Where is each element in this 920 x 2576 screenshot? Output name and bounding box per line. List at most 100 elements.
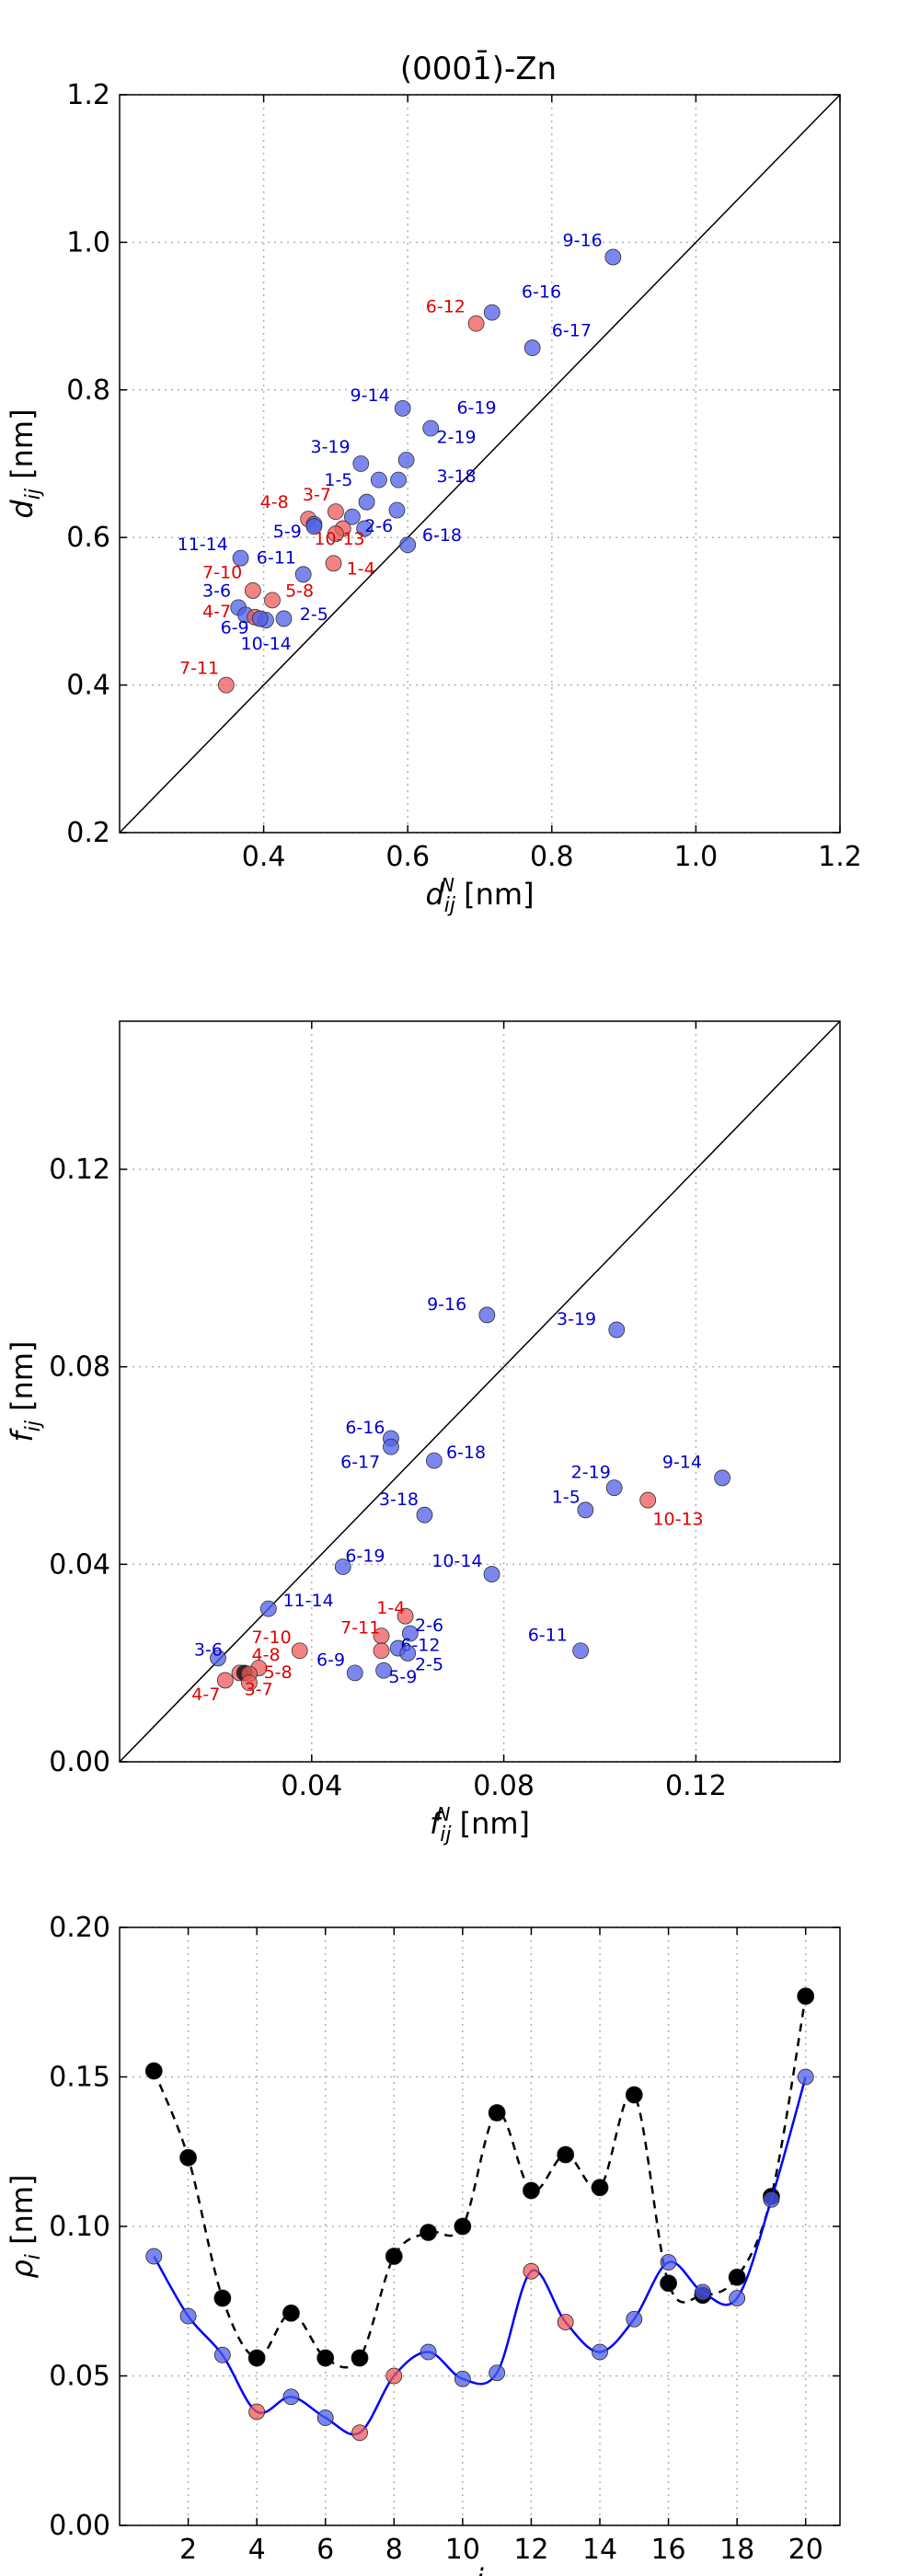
point-label: 6-9 [221,617,249,638]
data-point [264,592,281,609]
point-label: 6-16 [345,1418,385,1438]
plot-frame [119,1020,841,1763]
point-label: 10-13 [652,1509,703,1529]
data-point [383,1438,399,1455]
data-point [694,2283,711,2301]
data-point [325,555,342,572]
data-point [557,2145,575,2164]
y-tick-label: 0.10 [49,2211,110,2243]
data-point [729,2290,746,2306]
data-point [244,582,261,599]
data-point [356,520,374,537]
point-label: 5-9 [388,1667,417,1687]
point-label: 2-19 [437,428,477,448]
x-tick-label: 0.12 [665,1770,727,1802]
x-axis-label: dijN [nm] [425,874,534,917]
plot-rho-vs-i: 2 4 6 8 10 12 14 16 18 20 0.00 0.05 0.10 0.15 0.20 i ρi … [5,1912,841,2576]
point-label: 9-14 [662,1453,702,1473]
data-point [577,1501,594,1519]
point-label: 3-6 [202,581,231,601]
point-label: 3-19 [310,437,350,457]
y-tick-label: 0.05 [49,2361,110,2393]
point-label: 3-19 [557,1309,596,1329]
x-tick-label: 4 [248,2534,266,2566]
data-point [420,2224,437,2241]
point-label: 4-8 [252,1645,281,1665]
data-point [259,1600,277,1617]
x-tick-label: 0.4 [242,841,286,873]
data-point [420,2343,437,2361]
plot-dij-vs-dijN: 0.4 0.6 0.8 1.0 1.2 0.2 0.4 0.6 0.8 1.0 1.2 9-16 6-1… [5,79,862,917]
point-label: 3-7 [245,1680,273,1700]
data-point [388,501,406,519]
point-label: 5-8 [264,1662,293,1683]
point-label: 6-18 [446,1443,486,1463]
data-point [604,248,622,266]
x-tick-label: 0.04 [281,1770,342,1802]
data-point [351,2424,368,2442]
data-point [625,2086,643,2104]
data-point [344,508,361,525]
data-point [454,2217,472,2236]
y-tick-label: 0.00 [49,1746,110,1778]
data-point [523,2262,540,2280]
data-point [213,2346,231,2363]
data-point [291,1642,308,1660]
data-point [316,2349,335,2367]
x-axis-label: fijN [nm] [430,1803,530,1846]
x-tick-label: 8 [385,2534,403,2566]
x-tick-label: 14 [582,2534,617,2566]
data-point [401,1625,419,1642]
series-line-blue-solid [153,2076,807,2436]
point-label: 6-18 [422,525,462,546]
data-point [248,2403,266,2421]
y-tick-label: 0.00 [49,2510,110,2542]
point-label: 10-14 [241,634,292,654]
data-point [351,2349,369,2367]
point-label: 9-16 [427,1294,466,1315]
data-point [591,2179,609,2197]
y-tick-label: 0.20 [49,1912,110,1944]
y-tick-label: 0.2 [66,817,110,849]
point-label: 3-7 [303,485,331,505]
data-point [217,676,235,694]
data-point [275,610,293,627]
y-axis-label: fij [nm] [5,1340,45,1442]
point-label: 7-11 [179,659,219,679]
data-point [489,2364,506,2382]
data-point [626,2310,643,2328]
data-point [375,1662,393,1679]
data-point [232,549,249,567]
data-point [179,2307,197,2325]
data-point [213,2289,232,2307]
data-point [145,2248,163,2265]
point-label: 3-6 [194,1640,223,1661]
x-tick-label: 1.0 [674,841,719,873]
data-point [454,2370,471,2387]
data-point [216,1672,234,1689]
point-label: 4-7 [191,1685,220,1705]
data-point [247,2349,266,2367]
point-label: 1-4 [376,1598,405,1618]
point-label: 2-5 [300,604,328,625]
data-point [397,452,415,468]
data-point [728,2268,746,2286]
y-tick-label: 0.8 [66,374,110,407]
point-label: 4-8 [260,492,289,512]
data-point [523,339,541,356]
data-point [385,2367,403,2385]
data-point [426,1452,443,1469]
point-label: 6-16 [522,282,561,303]
data-point [488,2104,506,2122]
data-point [397,1607,414,1625]
point-label: 7-11 [340,1617,380,1638]
point-label: 10-13 [314,529,364,549]
data-point [373,1642,390,1660]
data-point [144,2062,163,2080]
y-tick-label: 1.2 [66,79,110,111]
point-label: 1-5 [324,470,352,490]
data-point [660,2274,677,2293]
x-tick-label: 0.6 [385,841,430,873]
data-point [797,2068,814,2086]
y-tick-label: 1.0 [66,226,110,259]
